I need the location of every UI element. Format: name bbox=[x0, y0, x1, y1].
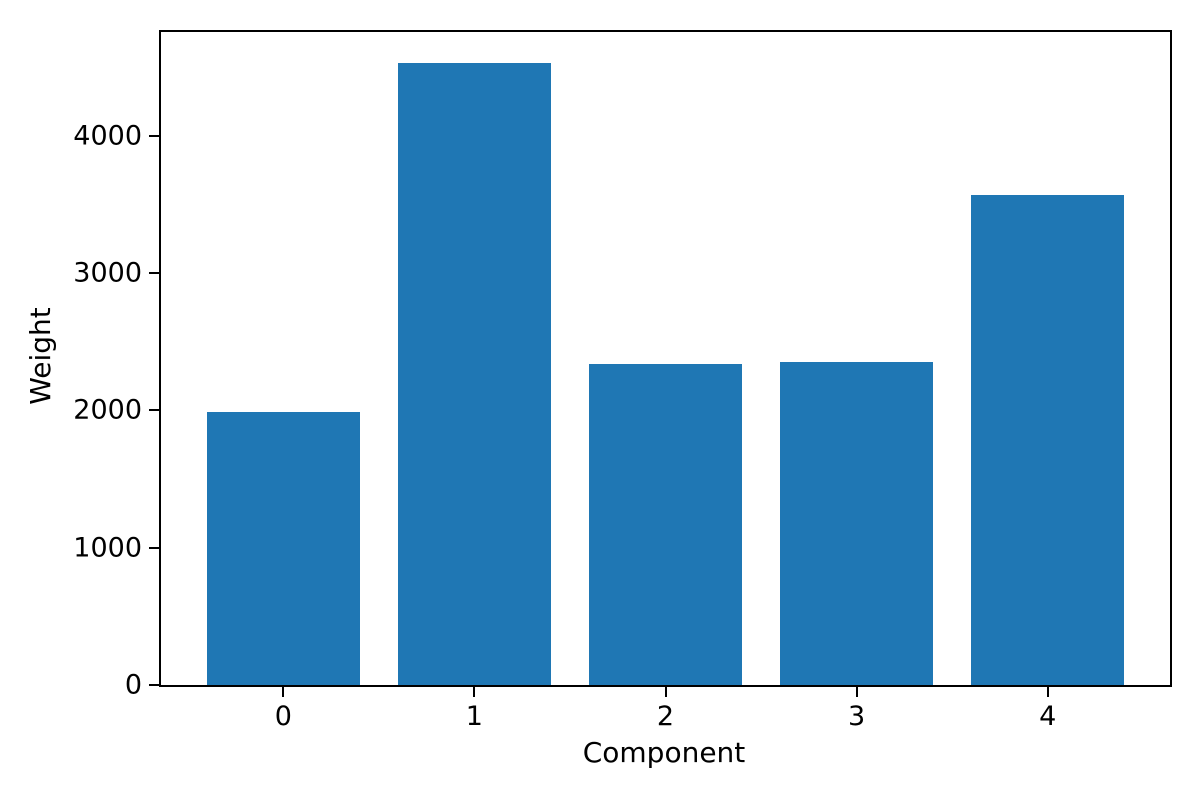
y-tick-label: 2000 bbox=[73, 394, 142, 426]
x-tick-label: 1 bbox=[465, 701, 483, 732]
x-axis-label: Component bbox=[582, 736, 746, 769]
x-tick-mark bbox=[473, 687, 476, 697]
x-tick-mark bbox=[664, 687, 667, 697]
x-tick-label: 3 bbox=[848, 701, 866, 732]
bar-component-1 bbox=[397, 62, 551, 685]
y-axis-label: Weight bbox=[24, 307, 57, 405]
y-tick-mark bbox=[149, 546, 159, 549]
y-tick-mark bbox=[149, 134, 159, 137]
y-tick-mark bbox=[149, 684, 159, 686]
y-tick-label: 3000 bbox=[73, 257, 142, 289]
y-tick-label: 0 bbox=[124, 669, 142, 701]
x-tick-label: 4 bbox=[1039, 701, 1057, 732]
y-tick-label: 4000 bbox=[73, 120, 142, 152]
x-tick-label: 0 bbox=[274, 701, 292, 732]
bar-component-4 bbox=[971, 194, 1125, 685]
x-tick-mark bbox=[282, 687, 285, 697]
y-tick-mark bbox=[149, 409, 159, 412]
bar-component-3 bbox=[780, 362, 934, 685]
y-tick-label: 1000 bbox=[73, 532, 142, 564]
x-tick-mark bbox=[1046, 687, 1049, 697]
x-tick-label: 2 bbox=[656, 701, 675, 732]
bar-component-2 bbox=[589, 363, 742, 685]
x-tick-mark bbox=[855, 687, 858, 697]
y-tick-mark bbox=[149, 272, 159, 274]
bar-component-0 bbox=[206, 411, 360, 685]
plot-area: 0 1000 2000 3000 4000 0 1 2 3 4 bbox=[73, 30, 1172, 730]
